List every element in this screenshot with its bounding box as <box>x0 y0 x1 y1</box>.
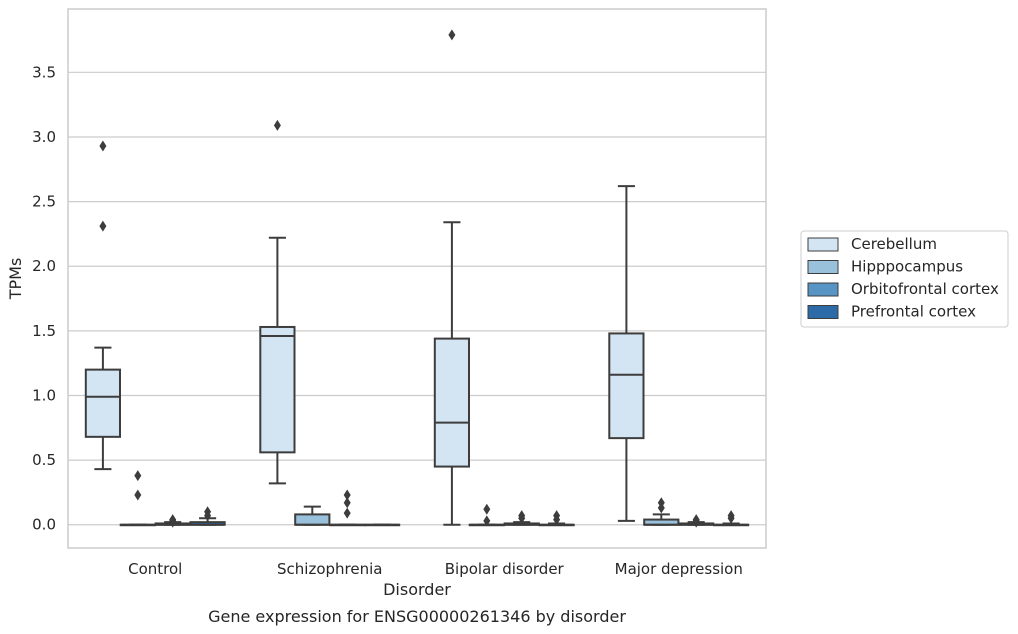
y-tick-label: 2.0 <box>32 257 56 275</box>
box-rect <box>259 325 296 454</box>
x-tick-label: Schizophrenia <box>277 560 382 578</box>
box-series-group <box>84 29 750 528</box>
x-tick-label: Bipolar disorder <box>445 560 565 578</box>
outlier-point <box>448 29 456 41</box>
box-2-2 <box>503 510 540 526</box>
y-tick-label: 1.5 <box>32 322 56 340</box>
x-axis-label: Disorder <box>383 580 451 599</box>
box-1-0 <box>259 119 296 485</box>
x-tick-label: Control <box>128 560 182 578</box>
outlier-point <box>553 514 561 526</box>
plot-area-frame <box>67 8 767 549</box>
box-1-3 <box>363 523 401 527</box>
box-3-0 <box>608 185 645 522</box>
legend-label: Hipppocampus <box>851 258 963 276</box>
legend-label: Cerebellum <box>851 235 937 253</box>
box-1-1 <box>294 505 331 526</box>
box-3-1 <box>643 497 680 526</box>
box-rect <box>608 332 645 440</box>
outlier-point <box>134 489 142 501</box>
box-rect <box>294 513 331 526</box>
y-axis-label: TPMs <box>6 258 25 301</box>
box-2-0 <box>433 29 471 526</box>
y-tick-label: 0.5 <box>32 451 56 469</box>
box-rect <box>433 337 471 468</box>
box-1-2 <box>329 489 366 527</box>
outlier-point <box>727 512 735 524</box>
y-tick-label: 3.5 <box>32 63 56 81</box>
y-tick-labels: 0.0 0.5 1.0 1.5 2.0 2.5 3.0 3.5 <box>32 63 56 533</box>
box-0-1 <box>119 470 156 527</box>
outlier-point <box>483 515 491 527</box>
legend: Cerebellum Hipppocampus Orbitofrontal cort… <box>800 230 1009 328</box>
outlier-point <box>483 503 491 515</box>
outlier-point <box>204 510 212 522</box>
legend-label: Prefrontal cortex <box>851 303 976 321</box>
x-tick-label: Major depression <box>615 560 743 578</box>
outlier-point <box>169 516 177 528</box>
box-0-0 <box>84 140 122 471</box>
box-3-3 <box>712 510 750 527</box>
outlier-point <box>657 502 665 514</box>
outlier-point <box>99 140 107 152</box>
box-0-3 <box>189 506 226 526</box>
box-2-3 <box>538 510 575 527</box>
grid-lines <box>68 71 766 526</box>
x-tick-labels: Control Schizophrenia Bipolar disorder Majo… <box>128 560 743 578</box>
outlier-point <box>343 497 351 509</box>
outlier-point <box>692 516 700 528</box>
outlier-point <box>518 512 526 524</box>
legend-swatch <box>807 237 839 252</box>
legend-swatch <box>807 282 839 297</box>
legend-swatch <box>807 305 839 319</box>
box-3-2 <box>678 514 715 528</box>
legend-swatch <box>807 260 839 274</box>
legend-frame <box>800 230 1009 328</box>
outlier-point <box>134 470 142 482</box>
outlier-point <box>273 119 281 131</box>
box-2-1 <box>468 503 505 527</box>
box-0-2 <box>154 514 191 528</box>
outlier-point <box>99 220 107 232</box>
outlier-point <box>343 507 351 519</box>
legend-label: Orbitofrontal cortex <box>851 280 999 298</box>
box-rect <box>84 368 122 438</box>
outlier-point <box>343 489 351 501</box>
y-tick-label: 2.5 <box>32 193 56 211</box>
chart-title: Gene expression for ENSG00000261346 by d… <box>208 607 626 626</box>
y-tick-label: 0.0 <box>32 516 56 534</box>
y-tick-label: 1.0 <box>32 386 56 404</box>
y-tick-label: 3.0 <box>32 128 56 146</box>
